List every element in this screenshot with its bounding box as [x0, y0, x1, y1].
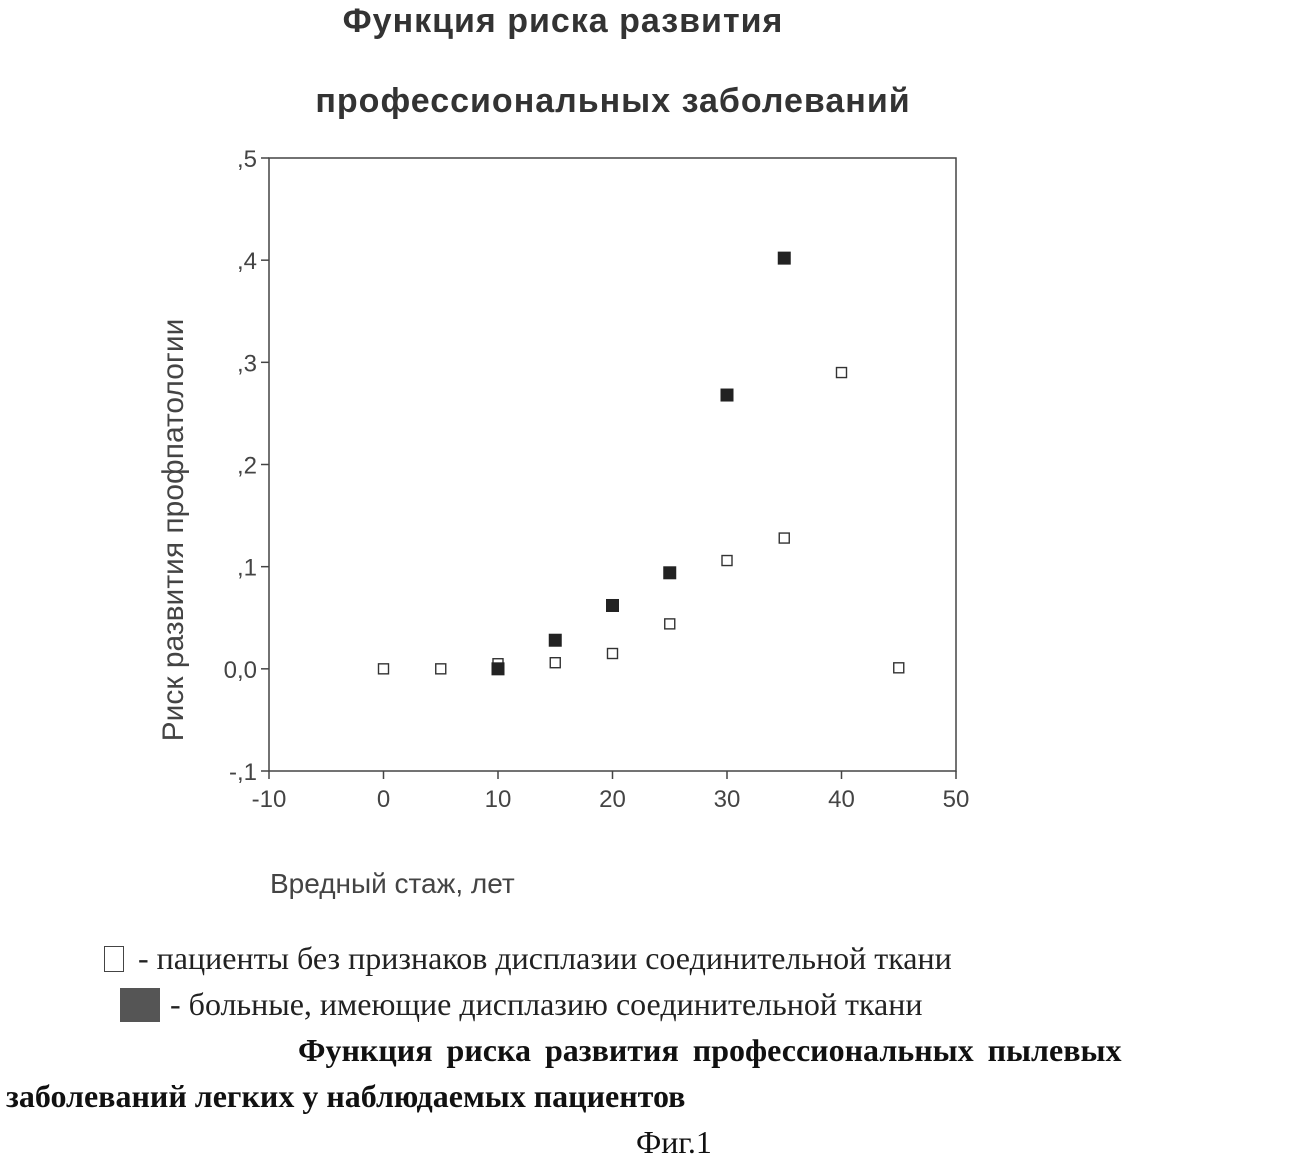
- legend-filled-label: - больные, имеющие дисплазию соединитель…: [170, 986, 922, 1023]
- open-square-point: [722, 556, 732, 566]
- x-tick-label: 50: [943, 786, 970, 813]
- y-tick-label: -,1: [229, 759, 257, 786]
- open-square-point: [379, 664, 389, 674]
- y-axis-label: Риск развития профпатологии: [157, 319, 191, 742]
- figure-caption-line-1: Функция риска развития профессиональных …: [298, 1032, 1121, 1069]
- open-square-legend-icon: [104, 946, 124, 972]
- open-square-point: [550, 658, 560, 668]
- legend-item-filled: - больные, имеющие дисплазию соединитель…: [120, 986, 922, 1023]
- open-square-point: [779, 533, 789, 543]
- x-tick-label: 0: [377, 786, 390, 813]
- plot-frame: [269, 158, 956, 771]
- filled-square-point: [778, 252, 790, 264]
- x-tick-label: 10: [485, 786, 512, 813]
- filled-square-point: [607, 599, 619, 611]
- legend-item-open: - пациенты без признаков дисплазии соеди…: [104, 940, 952, 977]
- y-tick-label: ,5: [237, 146, 257, 173]
- y-tick-label: ,4: [237, 248, 257, 275]
- open-square-point: [436, 664, 446, 674]
- x-tick-label: 30: [714, 786, 741, 813]
- y-tick-label: ,1: [237, 555, 257, 582]
- filled-square-point: [721, 389, 733, 401]
- x-tick-label: -10: [252, 786, 287, 813]
- y-tick-label: ,3: [237, 350, 257, 377]
- filled-square-point: [492, 663, 504, 675]
- filled-square-point: [664, 567, 676, 579]
- x-tick-label: 40: [828, 786, 855, 813]
- figure-caption-line-2: заболеваний легких у наблюдаемых пациент…: [6, 1078, 685, 1115]
- open-square-point: [837, 368, 847, 378]
- legend-open-label: - пациенты без признаков дисплазии соеди…: [138, 940, 952, 977]
- y-tick-label: 0,0: [224, 657, 257, 684]
- filled-square-legend-icon: [120, 988, 160, 1022]
- x-tick-label: 20: [599, 786, 626, 813]
- x-axis-label: Вредный стаж, лет: [270, 868, 515, 900]
- filled-square-point: [549, 634, 561, 646]
- open-square-point: [665, 619, 675, 629]
- y-tick-label: ,2: [237, 453, 257, 480]
- chart-plot: -10 0 10 20 30 40 50 ,5 ,4 ,3 ,2 ,1 0,0 -,1: [0, 0, 1316, 860]
- open-square-point: [608, 649, 618, 659]
- figure-label: Фиг.1: [636, 1124, 712, 1161]
- open-square-point: [894, 663, 904, 673]
